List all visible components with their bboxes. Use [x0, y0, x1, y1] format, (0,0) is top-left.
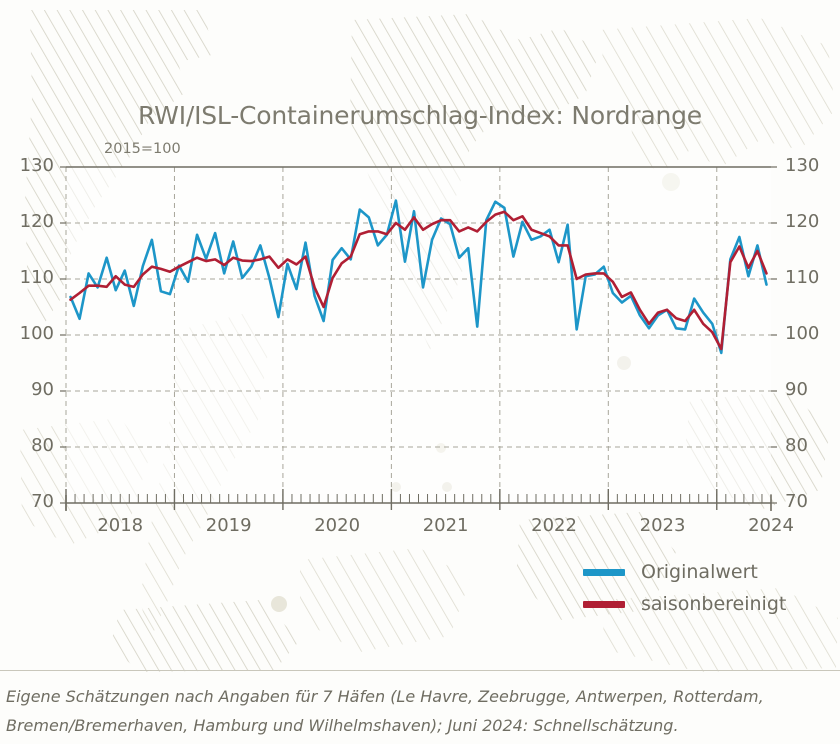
y-axis-label-left-80: 80 — [31, 435, 54, 456]
chart-subtitle: 2015=100 — [104, 141, 181, 157]
y-axis-label-right-70: 70 — [785, 491, 808, 512]
footer-line-1: Eigene Schätzungen nach Angaben für 7 Hä… — [6, 687, 764, 706]
y-axis-label-right-120: 120 — [785, 211, 820, 232]
y-axis-label-left-70: 70 — [31, 491, 54, 512]
y-axis-label-left-100: 100 — [19, 323, 54, 344]
x-axis-label-2018: 2018 — [97, 515, 144, 536]
x-axis-label-2019: 2019 — [205, 515, 252, 536]
y-axis-label-right-100: 100 — [785, 323, 820, 344]
legend-swatch-originalwert — [583, 568, 625, 576]
x-axis-label-2024: 2024 — [748, 515, 794, 536]
footer-divider — [0, 670, 840, 671]
x-axis-label-2021: 2021 — [422, 515, 469, 536]
y-axis-label-right-90: 90 — [785, 379, 808, 400]
footer-note: Eigene Schätzungen nach Angaben für 7 Hä… — [6, 682, 834, 740]
legend-label-saisonbereinigt: saisonbereinigt — [641, 593, 787, 615]
y-axis-label-left-120: 120 — [19, 211, 54, 232]
x-axis-label-2020: 2020 — [314, 515, 361, 536]
legend-swatch-saisonbereinigt — [583, 600, 625, 608]
y-axis-label-left-90: 90 — [31, 379, 54, 400]
page-title: RWI/ISL-Containerumschlag-Index: Nordran… — [138, 101, 702, 130]
y-axis-label-right-110: 110 — [785, 267, 820, 288]
legend-item-saisonbereinigt: saisonbereinigt — [583, 588, 786, 620]
y-axis-label-right-130: 130 — [785, 155, 820, 176]
y-axis-label-left-110: 110 — [19, 267, 54, 288]
chart-legend: Originalwert saisonbereinigt — [583, 556, 786, 620]
x-axis-label-2023: 2023 — [639, 515, 686, 536]
legend-label-originalwert: Originalwert — [641, 561, 758, 583]
x-axis-label-2022: 2022 — [531, 515, 577, 536]
y-axis-label-right-80: 80 — [785, 435, 808, 456]
footer-line-2: Bremen/Bremerhaven, Hamburg und Wilhelms… — [6, 716, 679, 735]
legend-item-originalwert: Originalwert — [583, 556, 786, 588]
y-axis-label-left-130: 130 — [19, 155, 54, 176]
